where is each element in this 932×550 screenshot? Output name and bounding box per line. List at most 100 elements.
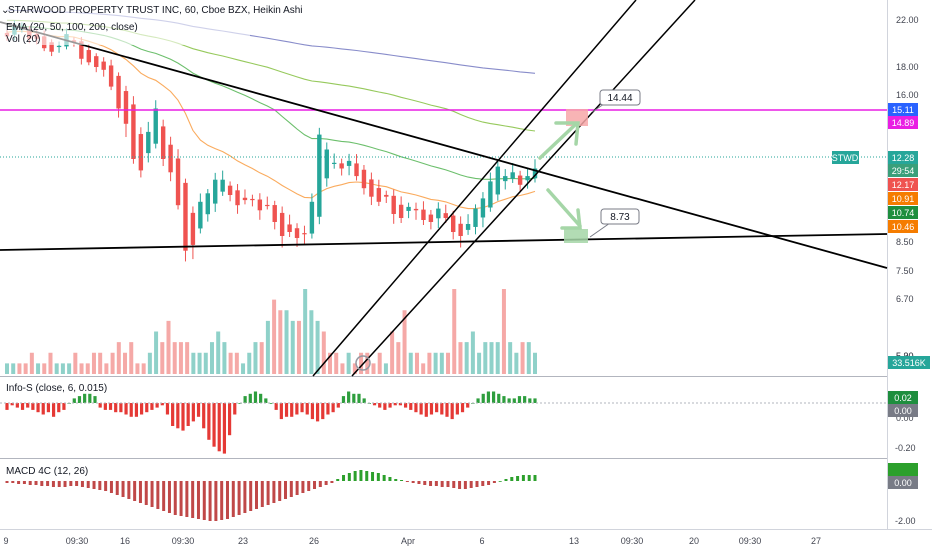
- info-s-bar: [15, 403, 19, 408]
- trend-lines[interactable]: [0, 0, 888, 377]
- trend-line-support[interactable]: [0, 233, 888, 251]
- candle: [339, 163, 344, 169]
- info-s-bar: [388, 403, 392, 408]
- badge-1217: 12.17: [892, 180, 915, 190]
- volume-bar: [296, 320, 301, 374]
- macd-bar: [185, 481, 189, 517]
- macd-bar: [405, 481, 409, 482]
- volume-bar: [166, 320, 171, 374]
- candle: [294, 228, 300, 238]
- info-s-bar: [403, 403, 408, 408]
- channel-line-upper[interactable]: [312, 0, 637, 377]
- volume-bar: [489, 342, 494, 374]
- info-s-bar: [196, 403, 201, 417]
- volume-bar: [427, 352, 432, 374]
- macd-bar: [481, 481, 485, 486]
- volume-bar: [483, 342, 488, 374]
- candle: [235, 190, 240, 206]
- info-s-bar: [129, 403, 133, 417]
- candle: [220, 179, 225, 192]
- macd-bar: [260, 481, 264, 507]
- candle: [332, 162, 337, 164]
- macd-bar: [527, 475, 531, 481]
- info-s-bar: [181, 403, 185, 431]
- volume-bar: [104, 363, 109, 374]
- volume-bar: [17, 363, 22, 374]
- circle-marker-icon[interactable]: [355, 355, 371, 371]
- macd-bar: [266, 481, 270, 505]
- time-axis[interactable]: 9 09:30 16 09:30 23 26 Apr 6 13 09:30 20 09:30 27: [3, 536, 821, 546]
- info-s-bar: [264, 398, 268, 403]
- candle: [510, 172, 515, 179]
- candle: [160, 126, 166, 159]
- volume-bar: [526, 342, 531, 374]
- info-s-bar: [150, 403, 154, 410]
- candle: [458, 223, 463, 236]
- volume-bar: [147, 352, 152, 374]
- volume-bar: [514, 352, 519, 374]
- badge-1091: 10.91: [892, 194, 915, 204]
- collapse-arrow-icon[interactable]: ⌄: [1, 5, 9, 16]
- info-s-bar: [315, 403, 320, 422]
- macd-bar: [440, 481, 444, 487]
- info-s-bar: [362, 398, 366, 403]
- macd-bar: [423, 481, 427, 485]
- macd-bar: [342, 475, 346, 481]
- candle: [324, 149, 329, 179]
- info-s-bar: [269, 403, 273, 404]
- badge-1074: 10.74: [892, 208, 915, 218]
- candle: [413, 208, 419, 211]
- trend-line-descending[interactable]: [0, 21, 888, 269]
- volume-bar: [129, 342, 134, 374]
- info-s-bar: [124, 403, 128, 415]
- macd-bar: [516, 476, 520, 481]
- macd-bar: [63, 481, 67, 487]
- info-s-bar: [57, 403, 61, 413]
- macd-bar: [34, 481, 38, 485]
- volume-bar: [11, 363, 16, 374]
- macd-bar: [394, 479, 398, 481]
- candle: [101, 61, 106, 70]
- macd-bar: [417, 481, 421, 484]
- target-down-box[interactable]: [564, 229, 588, 243]
- macd-bar: [208, 481, 212, 521]
- info-s-bar: [455, 403, 459, 415]
- volume-bar: [154, 331, 159, 374]
- price-axis[interactable]: 22.0018.0016.008.507.506.705.905.30-0.20…: [895, 15, 919, 526]
- info-s-bar: [248, 393, 252, 403]
- info-s-bar: [202, 403, 206, 429]
- info-s-bar: [83, 393, 87, 403]
- macd-tick-label: -2.00: [895, 516, 916, 526]
- volume-bar: [135, 363, 140, 374]
- info-s-bar: [88, 393, 92, 403]
- macd-bar: [382, 475, 386, 481]
- candle: [250, 198, 255, 201]
- time-tick-label: 20: [689, 536, 699, 546]
- macd-bar: [51, 481, 55, 487]
- info-s-bar: [160, 403, 164, 406]
- callout-down-text: 8.73: [610, 212, 630, 223]
- channel-line-lower[interactable]: [351, 0, 696, 377]
- volume-bar: [110, 352, 115, 374]
- candle: [287, 224, 292, 232]
- volume-bar: [477, 352, 482, 374]
- info-s-bar: [93, 396, 97, 403]
- macd-bar: [353, 471, 357, 481]
- time-tick-label: 26: [309, 536, 319, 546]
- macd-bar: [231, 481, 235, 517]
- candle: [384, 194, 389, 197]
- macd-bar: [121, 481, 125, 497]
- volume-bar: [67, 363, 72, 374]
- info-s-bar: [528, 398, 532, 403]
- candle: [108, 65, 114, 87]
- macd-bar: [365, 471, 369, 481]
- info-s-bar: [259, 393, 263, 403]
- legend: ⌄ STARWOOD PROPERTY TRUST INC, 60, Cboe …: [0, 0, 303, 477]
- macd-legend: MACD 4C (12, 26): [6, 466, 88, 477]
- macd-bar: [104, 481, 108, 491]
- volume-bar: [303, 289, 308, 374]
- candle: [146, 131, 151, 154]
- candle: [131, 104, 136, 159]
- callout-up-text: 14.44: [607, 93, 632, 104]
